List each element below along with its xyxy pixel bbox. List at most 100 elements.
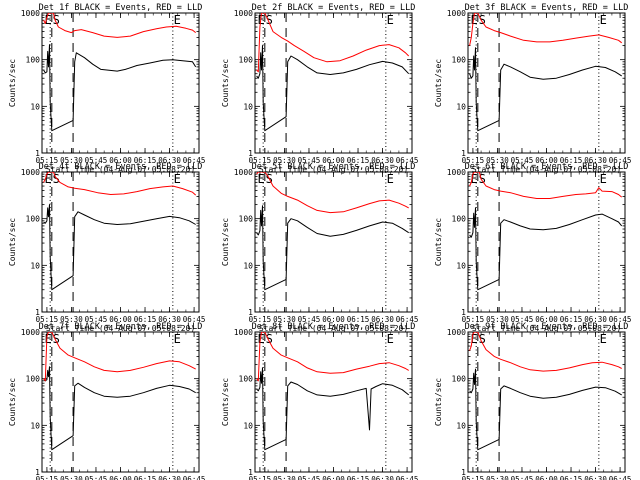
phase-marker-label: E xyxy=(470,172,477,186)
x-tick-label: 05:30 xyxy=(486,156,509,165)
x-tick-label: 05:15 xyxy=(249,315,272,324)
x-tick-label: 05:45 xyxy=(85,475,108,480)
x-tick-label: 06:00 xyxy=(535,475,558,480)
x-tick-label: 06:45 xyxy=(396,475,419,480)
x-tick-label: 06:45 xyxy=(396,315,419,324)
y-tick-label: 10 xyxy=(30,102,40,111)
x-axis-label: Start Time (04-Aug-07 05:08:20) xyxy=(46,165,195,174)
phase-marker-label: E xyxy=(257,172,264,186)
x-tick-label: 05:30 xyxy=(273,156,296,165)
phase-marker-label: E xyxy=(174,332,181,346)
x-tick-label: 06:15 xyxy=(134,315,157,324)
events-series-line xyxy=(256,205,409,291)
x-axis-label: Start Time (04-Aug-07 05:08:20) xyxy=(472,165,621,174)
phase-marker-label: S xyxy=(53,332,60,346)
phase-marker-label: E xyxy=(44,172,51,186)
plot-title: Det 9f BLACK = Events, RED = LLD xyxy=(465,322,629,332)
y-tick-label: 100 xyxy=(452,215,467,224)
phase-marker-label: E xyxy=(44,332,51,346)
y-tick-label: 1000 xyxy=(234,168,253,177)
y-axis-label: Counts/sec xyxy=(434,218,443,266)
lld-series-line xyxy=(43,172,197,196)
y-tick-label: 1 xyxy=(248,468,253,477)
x-tick-label: 05:15 xyxy=(462,315,485,324)
y-axis-label: Counts/sec xyxy=(434,59,443,107)
plot-frame xyxy=(41,12,200,154)
x-tick-label: 06:30 xyxy=(371,475,394,480)
y-tick-label: 10 xyxy=(30,261,40,270)
x-tick-label: 06:15 xyxy=(560,315,583,324)
phase-marker-label: S xyxy=(53,172,60,186)
y-axis-label: Counts/sec xyxy=(434,378,443,426)
phase-marker-label: S xyxy=(53,13,60,27)
x-tick-label: 05:45 xyxy=(511,315,534,324)
x-tick-label: 05:15 xyxy=(36,315,59,324)
detector-plot: Det 5f BLACK = Events, RED = LLD 1 10 100 10… xyxy=(221,162,418,333)
x-tick-label: 06:45 xyxy=(396,156,419,165)
plot-title: Det 8f BLACK = Events, RED = LLD xyxy=(252,322,416,332)
x-tick-label: 05:30 xyxy=(486,475,509,480)
x-tick-label: 05:45 xyxy=(85,315,108,324)
plot-frame xyxy=(254,12,413,154)
y-tick-label: 10 xyxy=(456,421,466,430)
y-tick-label: 10 xyxy=(456,102,466,111)
lld-series-line xyxy=(256,332,409,382)
plot-frame xyxy=(41,171,200,313)
y-tick-label: 1 xyxy=(35,468,40,477)
phase-marker-label: E xyxy=(600,332,607,346)
x-tick-label: 06:00 xyxy=(109,315,132,324)
x-tick-label: 05:15 xyxy=(249,475,272,480)
y-axis-label: Counts/sec xyxy=(221,218,230,266)
x-tick-label: 06:30 xyxy=(371,156,394,165)
phase-marker-label: E xyxy=(387,332,394,346)
detector-plot: Det 7f BLACK = Events, RED = LLD 1 10 100 10… xyxy=(8,322,205,480)
x-tick-label: 06:45 xyxy=(183,315,206,324)
x-tick-label: 05:45 xyxy=(85,156,108,165)
y-tick-label: 10 xyxy=(243,261,253,270)
y-tick-label: 1000 xyxy=(447,328,466,337)
x-tick-label: 05:30 xyxy=(273,475,296,480)
x-tick-label: 06:15 xyxy=(134,475,157,480)
y-axis-label: Counts/sec xyxy=(221,59,230,107)
x-tick-label: 06:15 xyxy=(347,156,370,165)
plot-title: Det 4f BLACK = Events, RED = LLD xyxy=(39,162,203,172)
y-tick-label: 1000 xyxy=(21,328,40,337)
x-tick-label: 05:30 xyxy=(60,315,83,324)
phase-marker-label: E xyxy=(174,172,181,186)
y-tick-label: 1 xyxy=(248,149,253,158)
events-series-line xyxy=(256,45,410,132)
x-tick-label: 05:15 xyxy=(36,475,59,480)
y-tick-label: 1000 xyxy=(234,328,253,337)
x-axis-label: Start Time (04-Aug-07 05:08:20) xyxy=(259,324,408,333)
events-series-line xyxy=(43,44,197,132)
y-tick-label: 1000 xyxy=(21,168,40,177)
phase-marker-label: E xyxy=(600,172,607,186)
lld-series-line xyxy=(43,13,197,38)
y-tick-label: 100 xyxy=(239,56,254,65)
phase-marker-label: S xyxy=(479,172,486,186)
lld-series-line xyxy=(469,13,623,46)
x-tick-label: 06:45 xyxy=(609,156,632,165)
y-tick-label: 10 xyxy=(243,421,253,430)
x-tick-label: 06:30 xyxy=(584,156,607,165)
x-tick-label: 06:45 xyxy=(183,475,206,480)
lld-series-line xyxy=(469,332,622,372)
x-axis-label: Start Time (04-Aug-07 05:08:20) xyxy=(259,165,408,174)
plot-frame xyxy=(467,331,626,473)
y-tick-label: 100 xyxy=(26,56,41,65)
plot-frame xyxy=(254,171,413,313)
plot-title: Det 2f BLACK = Events, RED = LLD xyxy=(252,3,416,13)
phase-marker-label: S xyxy=(479,13,486,27)
x-tick-label: 06:30 xyxy=(158,475,181,480)
events-series-line xyxy=(469,368,622,451)
x-tick-label: 06:15 xyxy=(134,156,157,165)
detector-plot: Det 3f BLACK = Events, RED = LLD 1 10 100 10… xyxy=(434,3,631,174)
x-tick-label: 05:30 xyxy=(486,315,509,324)
x-tick-label: 06:00 xyxy=(535,156,558,165)
y-tick-label: 10 xyxy=(243,102,253,111)
detector-plot: Det 2f BLACK = Events, RED = LLD 1 10 100 10… xyxy=(221,3,418,174)
x-tick-label: 06:00 xyxy=(109,475,132,480)
plot-title: Det 6f BLACK = Events, RED = LLD xyxy=(465,162,629,172)
x-tick-label: 05:45 xyxy=(298,156,321,165)
plot-title: Det 3f BLACK = Events, RED = LLD xyxy=(465,3,629,13)
